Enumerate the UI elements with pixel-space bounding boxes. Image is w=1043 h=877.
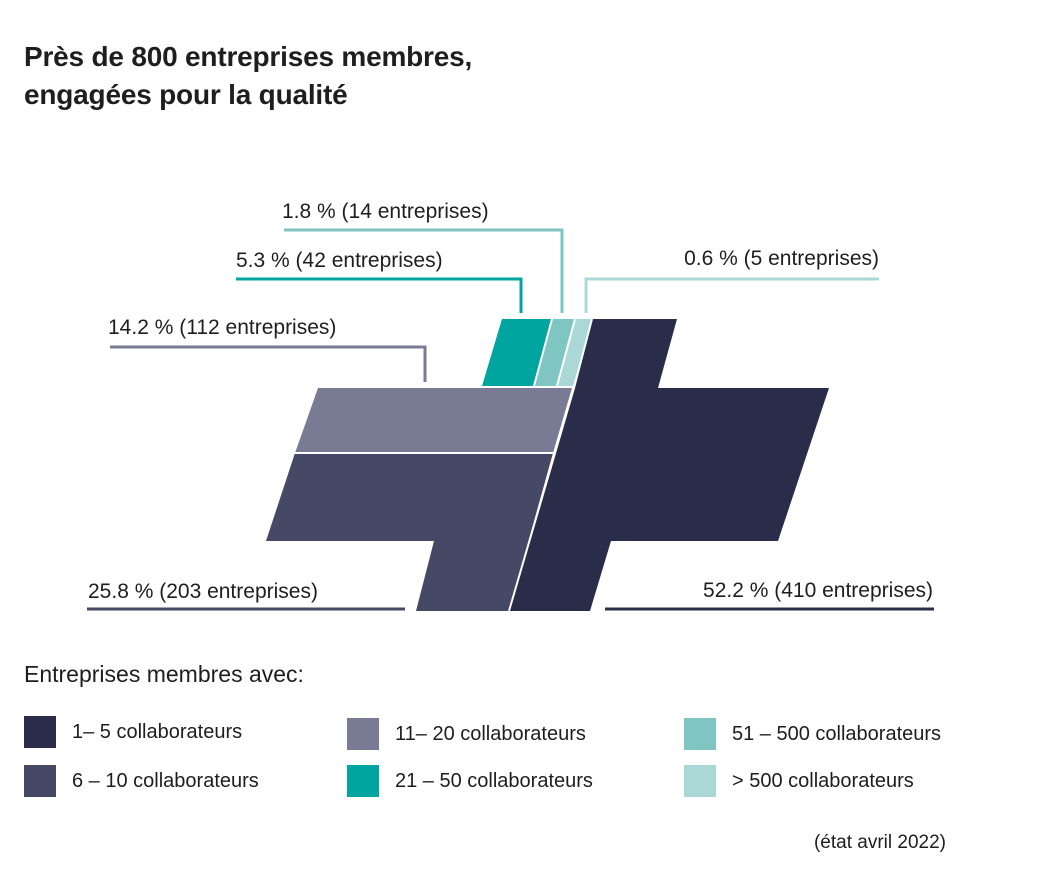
legend-item-11-20: 11– 20 collaborateurs	[347, 718, 586, 750]
chart-title-line-2: engagées pour la qualité	[24, 79, 348, 110]
legend-swatch	[24, 765, 56, 797]
segment-51-500	[534, 319, 575, 386]
legend-item-21-50: 21 – 50 collaborateurs	[347, 765, 593, 797]
data-label-5-3: 5.3 % (42 entreprises)	[236, 249, 443, 272]
leader-line-1-8	[284, 228, 564, 313]
data-label-25-8: 25.8 % (203 entreprises)	[88, 580, 318, 603]
segment-11-20	[295, 388, 572, 453]
legend-label: 21 – 50 collaborateurs	[395, 769, 593, 792]
legend-item-500-plus: > 500 collaborateurs	[684, 765, 914, 797]
legend-swatch	[347, 718, 379, 750]
legend-swatch	[684, 765, 716, 797]
legend-item-6-10: 6 – 10 collaborateurs	[24, 765, 259, 797]
leader-line-0-6	[584, 277, 879, 313]
separator-line	[508, 318, 593, 612]
legend-title: Entreprises membres avec:	[24, 661, 304, 687]
chart-title-line-1: Près de 800 entreprises membres,	[24, 41, 473, 72]
chart-title: Près de 800 entreprises membres, engagée…	[24, 38, 472, 114]
legend-label: > 500 collaborateurs	[732, 769, 914, 792]
segment-500-plus	[557, 319, 592, 386]
footnote: (état avril 2022)	[813, 832, 946, 853]
data-label-1-8: 1.8 % (14 entreprises)	[282, 200, 489, 223]
separator-line	[533, 318, 553, 387]
legend-label: 1– 5 collaborateurs	[72, 720, 243, 743]
data-label-14-2: 14.2 % (112 entreprises)	[108, 316, 336, 339]
legend-swatch	[347, 765, 379, 797]
data-label-52-2: 52.2 % (410 entreprises)	[703, 579, 933, 602]
segment-1-5	[509, 319, 829, 611]
legend: 1– 5 collaborateurs 6 – 10 collaborateur…	[24, 716, 1024, 806]
data-label-0-6: 0.6 % (5 entreprises)	[684, 247, 879, 270]
legend-item-1-5: 1– 5 collaborateurs	[24, 716, 242, 748]
legend-label: 6 – 10 collaborateurs	[72, 769, 259, 792]
leader-line-5-3	[236, 277, 523, 313]
legend-label: 51 – 500 collaborateurs	[732, 722, 942, 745]
legend-label: 11– 20 collaborateurs	[395, 722, 586, 745]
legend-swatch	[684, 718, 716, 750]
segment-6-10	[266, 453, 553, 611]
leader-line-14-2	[110, 345, 427, 382]
segment-21-50	[482, 319, 552, 386]
separator-line	[556, 318, 576, 387]
legend-item-51-500: 51 – 500 collaborateurs	[684, 718, 941, 750]
legend-swatch	[24, 716, 56, 748]
